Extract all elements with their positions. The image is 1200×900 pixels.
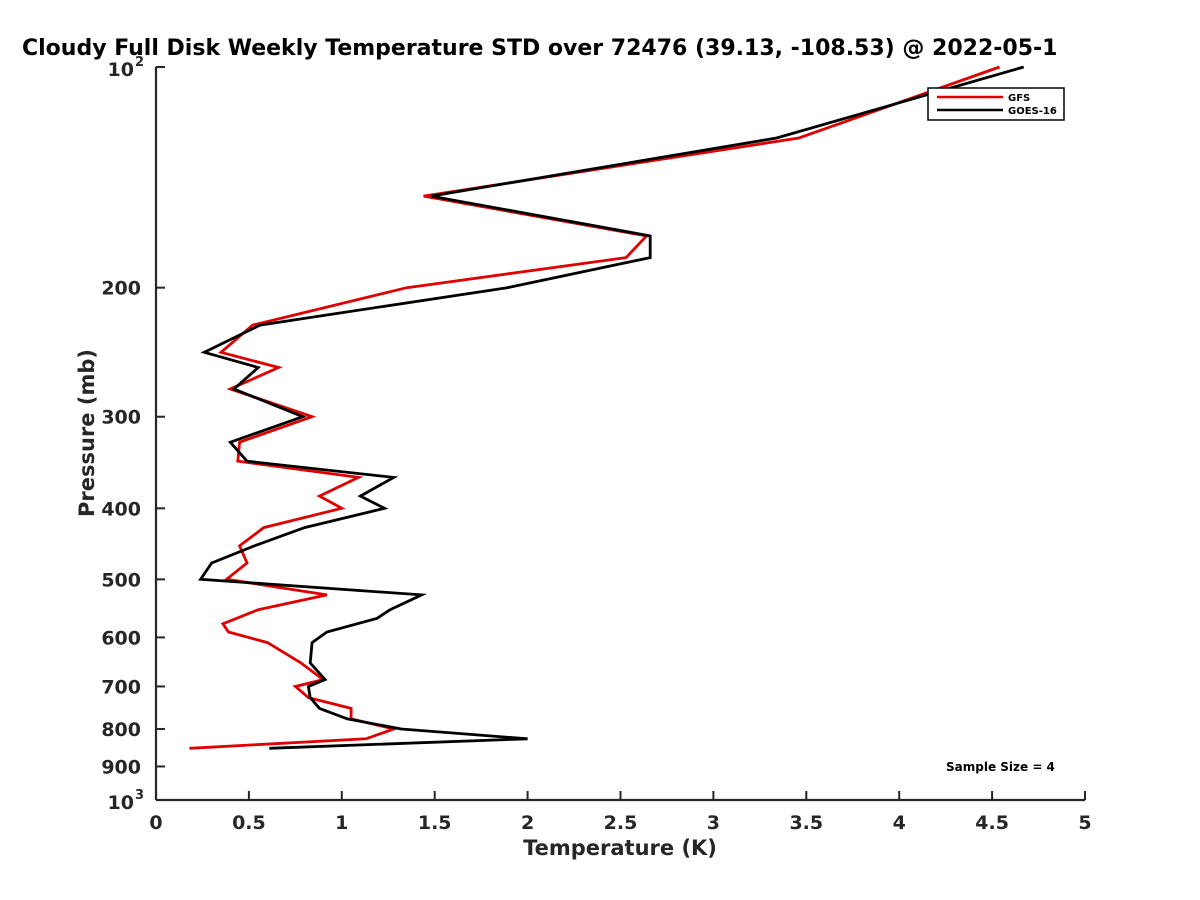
y-tick-label: 10	[108, 792, 134, 814]
x-tick-label: 2.5	[604, 812, 638, 834]
x-tick-label: 0.5	[232, 812, 266, 834]
legend-label-goes16: GOES-16	[1008, 106, 1057, 117]
y-tick-label: 10	[108, 59, 134, 81]
y-tick-label: 500	[101, 569, 141, 591]
series-lines	[189, 65, 1025, 750]
x-tick-label: 4	[893, 812, 906, 834]
y-tick-label: 200	[101, 278, 141, 300]
x-tick-label: 3.5	[789, 812, 823, 834]
sample-size-annotation: Sample Size = 4	[946, 760, 1055, 774]
y-tick-label-exponent: 3	[135, 788, 144, 803]
x-tick-label: 3	[707, 812, 720, 834]
x-tick-label: 0	[149, 812, 162, 834]
goes16-series-line	[198, 65, 1025, 750]
y-tick-label: 700	[101, 676, 141, 698]
x-tick-label: 5	[1078, 812, 1091, 834]
x-tick-label: 4.5	[975, 812, 1009, 834]
legend: GFS GOES-16	[927, 87, 1065, 121]
y-tick-label: 400	[101, 498, 141, 520]
x-axis-ticks: 0 0.5 1 1.5 2 2.5 3 3.5 4 4.5 5	[149, 791, 1092, 834]
y-axis-label: Pressure (mb)	[75, 349, 99, 517]
x-tick-label: 1.5	[418, 812, 452, 834]
x-tick-label: 2	[521, 812, 534, 834]
gfs-series-line	[189, 65, 1000, 750]
y-tick-label: 600	[101, 627, 141, 649]
y-tick-label: 800	[101, 719, 141, 741]
y-tick-label-exponent: 2	[135, 55, 144, 70]
x-tick-label: 1	[335, 812, 348, 834]
legend-label-gfs: GFS	[1008, 93, 1030, 104]
y-tick-label: 900	[101, 756, 141, 778]
x-axis-label: Temperature (K)	[523, 836, 717, 860]
chart-title: Cloudy Full Disk Weekly Temperature STD …	[22, 36, 1057, 61]
y-tick-label: 300	[101, 407, 141, 429]
legend-box	[927, 87, 1065, 121]
